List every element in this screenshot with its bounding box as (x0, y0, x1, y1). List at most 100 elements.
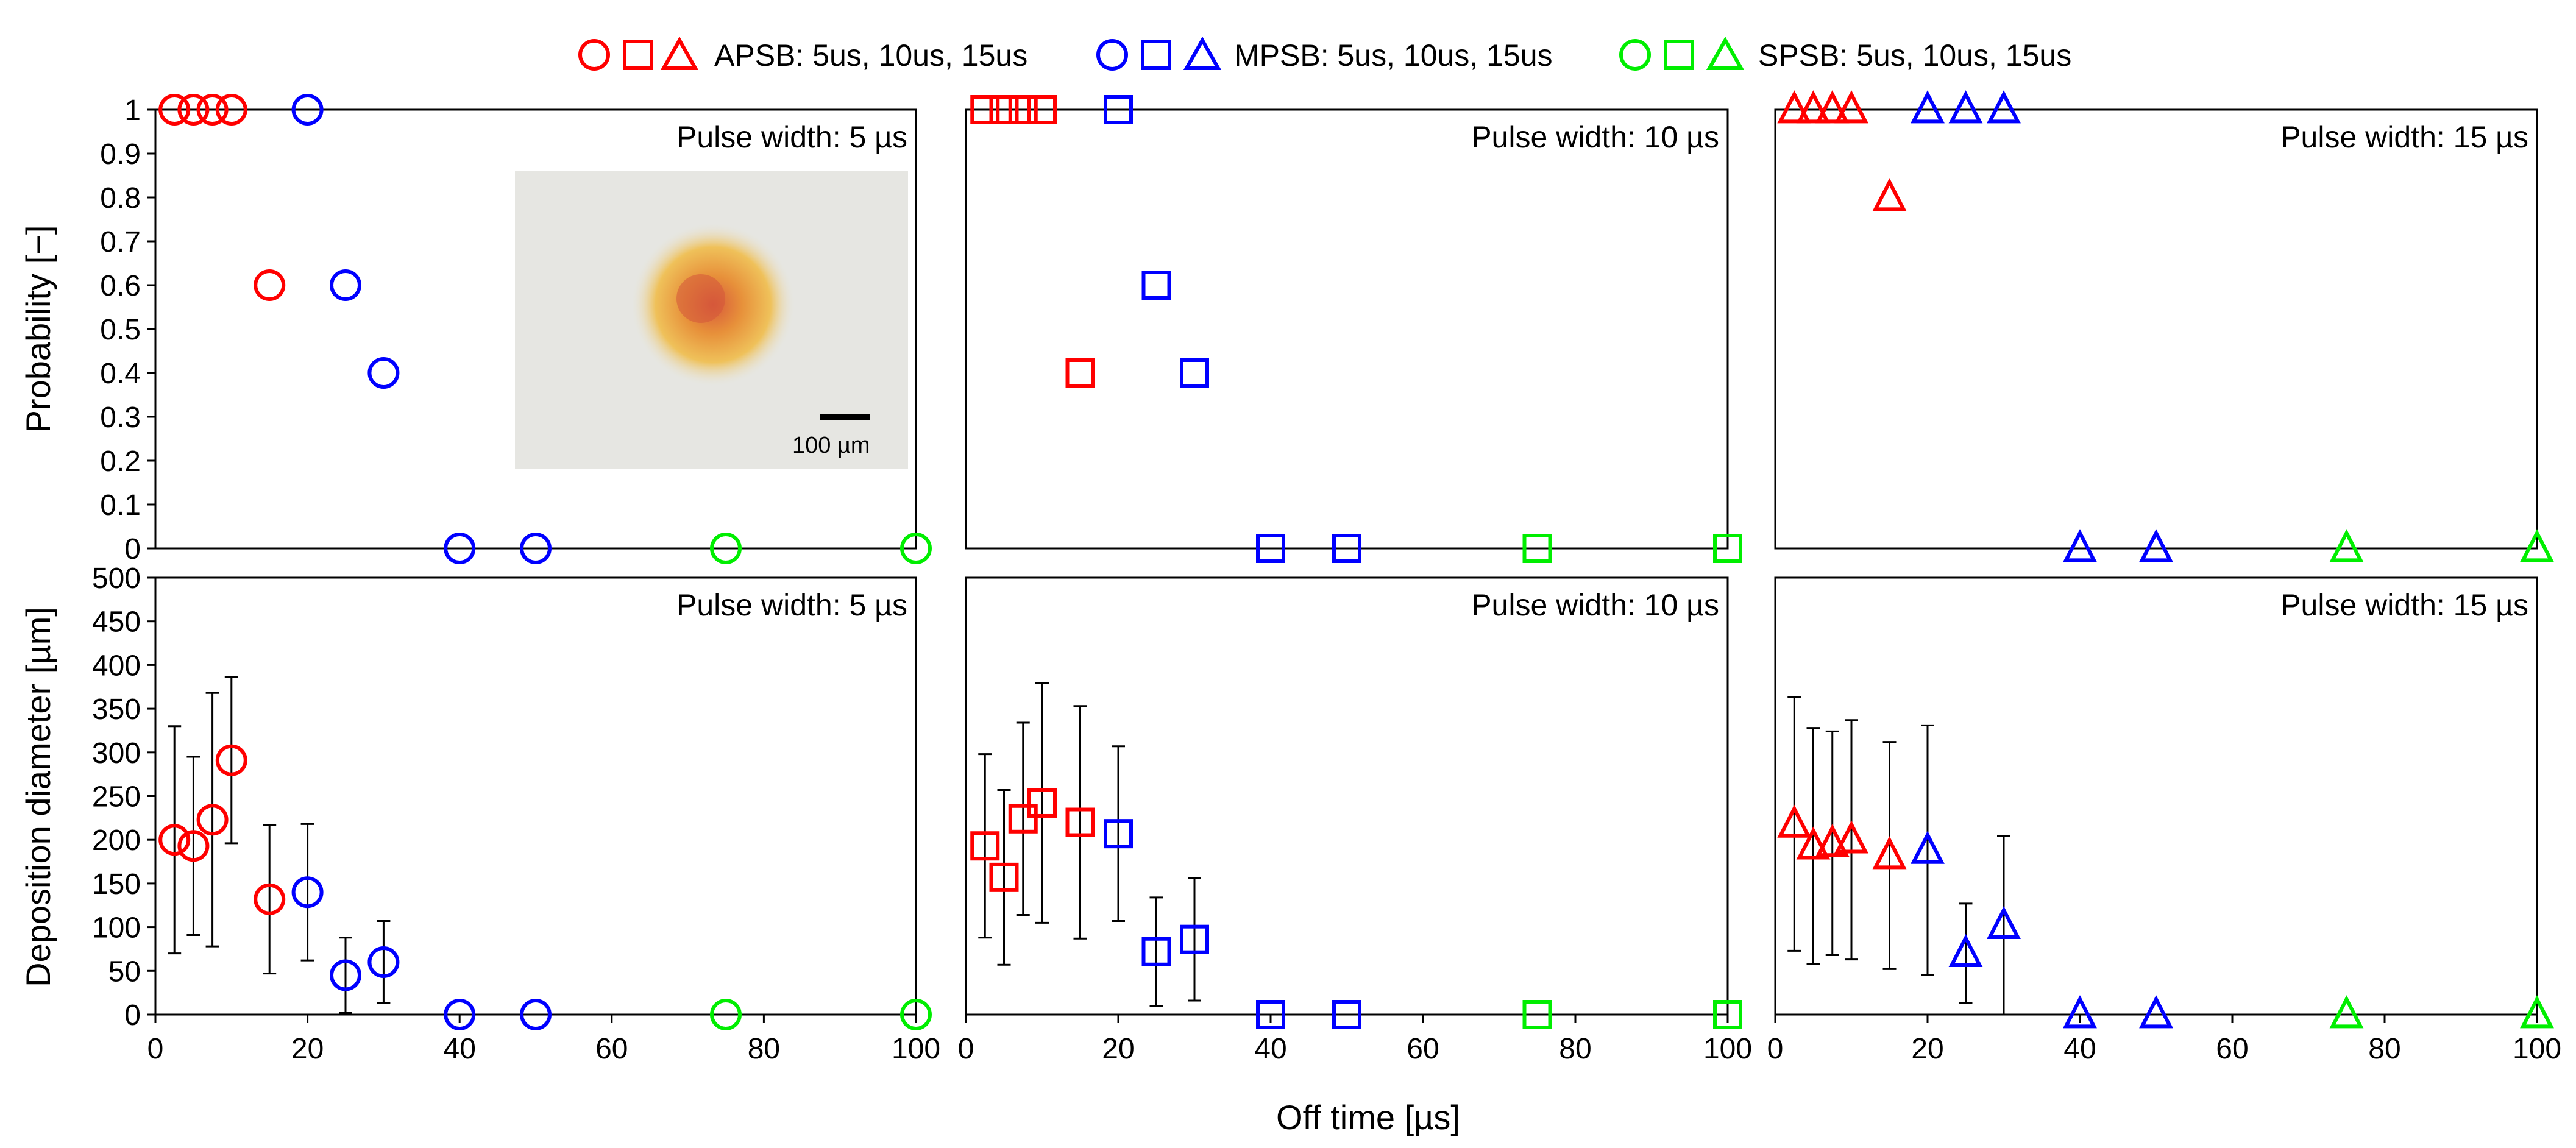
data-point-mpsb (520, 533, 552, 564)
y-tick-label: 250 (92, 781, 141, 813)
panel-probability-15us: Pulse width: 15 µs (1774, 90, 2554, 562)
x-tick-label: 20 (1102, 1033, 1134, 1065)
data-point-apsb (1834, 90, 1868, 124)
data-point-mpsb (367, 357, 400, 389)
data-point-mpsb (1987, 90, 2021, 124)
data-point-spsb (1522, 1000, 1552, 1029)
data-point-apsb (1796, 90, 1831, 124)
data-point-mpsb (1948, 90, 1983, 124)
data-point-mpsb (2063, 995, 2097, 1029)
legend-square-marker-icon (1664, 40, 1694, 70)
y-tick-label: 0.9 (100, 138, 141, 171)
y-tick-label: 0.7 (100, 226, 141, 258)
data-point-mpsb (1256, 1000, 1285, 1029)
data-point-spsb (1713, 1000, 1742, 1029)
y-tick-label: 100 (92, 912, 141, 944)
x-tick-label: 100 (1703, 1033, 1752, 1065)
y-tick-label: 1 (124, 94, 141, 127)
panel-title: Pulse width: 10 µs (1471, 120, 1719, 154)
data-point-apsb (177, 830, 210, 862)
data-point-apsb (158, 94, 191, 126)
data-point-apsb (970, 95, 1000, 124)
data-point-mpsb (1104, 819, 1133, 849)
y-axis-label-diameter: Deposition diameter [µm] (19, 607, 57, 987)
panel-title: Pulse width: 15 µs (2280, 588, 2528, 622)
data-point-mpsb (1911, 831, 1945, 864)
inset-micrograph: 100 µm (515, 171, 908, 469)
legend-label-spsb: SPSB: 5us, 10us, 15us (1758, 38, 2071, 73)
x-tick-label: 0 (958, 1033, 974, 1065)
y-tick-label: 0 (124, 533, 141, 565)
data-point-apsb (1008, 95, 1038, 124)
data-point-apsb (1027, 788, 1057, 818)
data-point-mpsb (330, 269, 361, 301)
data-point-spsb (2329, 529, 2364, 562)
data-point-mpsb (1332, 1000, 1361, 1029)
legend: APSB: 5us, 10us, 15us MPSB: 5us, 10us, 1… (578, 36, 2071, 73)
y-tick-label: 0 (124, 999, 141, 1032)
y-tick-label: 0.4 (100, 358, 141, 390)
y-tick-label: 300 (92, 737, 141, 770)
data-point-mpsb (2063, 529, 2097, 562)
x-tick-label: 100 (892, 1033, 940, 1065)
x-tick-label: 60 (1407, 1033, 1439, 1065)
data-point-apsb (215, 744, 247, 776)
y-tick-label: 450 (92, 606, 141, 639)
panel-title: Pulse width: 5 µs (676, 588, 907, 622)
y-tick-label: 200 (92, 824, 141, 857)
data-point-spsb (1522, 534, 1552, 563)
plot-frame (965, 108, 1729, 550)
data-point-apsb (254, 883, 286, 915)
panel-diameter-15us: 0 20 40 60 80 100 Pulse width: 15 µs (1767, 576, 2561, 1065)
panel-title: Pulse width: 5 µs (676, 120, 907, 154)
panel-title: Pulse width: 10 µs (1471, 588, 1719, 622)
data-point-spsb (2520, 529, 2554, 562)
x-tick-label: 20 (291, 1033, 324, 1065)
legend-square-marker-icon (623, 40, 653, 70)
data-point-mpsb (291, 94, 324, 126)
panel-diameter-5us: 0 50 100 150 200 250 300 350 400 450 500 0 20 40 60 80 1… (92, 562, 940, 1065)
data-point-spsb (710, 533, 742, 564)
data-point-apsb (1008, 804, 1038, 834)
data-point-apsb (1872, 178, 1907, 211)
data-point-spsb (2329, 995, 2364, 1029)
data-point-mpsb (291, 876, 324, 909)
scale-bar-label: 100 µm (792, 433, 870, 458)
data-point-apsb (989, 95, 1019, 124)
panel-diameter-10us: 0 20 40 60 80 100 Pulse width: 10 µs (958, 576, 1752, 1065)
data-point-mpsb (1141, 271, 1171, 300)
deposition-spot-core (676, 274, 725, 323)
data-point-apsb (177, 94, 210, 126)
legend-group-apsb: APSB: 5us, 10us, 15us (578, 36, 1027, 73)
data-point-apsb (215, 94, 247, 126)
y-tick-label: 50 (108, 955, 141, 988)
x-tick-label: 60 (595, 1033, 628, 1065)
y-axis-label-probability: Probability [−] (19, 225, 57, 433)
plot-frame (965, 576, 1729, 1016)
data-point-mpsb (1180, 358, 1209, 388)
data-point-mpsb (367, 946, 400, 978)
x-axis-label: Off time [µs] (1276, 1098, 1460, 1136)
x-tick-label: 40 (1254, 1033, 1286, 1065)
data-point-mpsb (1141, 937, 1171, 966)
data-point-apsb (196, 94, 229, 126)
data-point-mpsb (1256, 534, 1285, 563)
x-tick-label: 0 (1767, 1033, 1784, 1065)
data-point-apsb (196, 804, 229, 836)
y-tick-label: 500 (92, 562, 141, 595)
data-point-mpsb (2139, 529, 2173, 562)
data-point-apsb (1777, 804, 1812, 838)
data-point-spsb (710, 999, 742, 1030)
x-tick-label: 40 (444, 1033, 476, 1065)
data-point-apsb (1777, 90, 1812, 124)
data-point-mpsb (1987, 905, 2021, 940)
x-tick-label: 20 (1911, 1033, 1943, 1065)
panel-title: Pulse width: 15 µs (2280, 120, 2528, 154)
data-point-apsb (989, 862, 1019, 892)
data-point-spsb (1713, 534, 1742, 563)
legend-circle-marker-icon (578, 39, 610, 71)
data-point-spsb (900, 999, 932, 1030)
panel-probability-5us: 0 0.1 0.2 0.3 0.4 0.5 0.6 0.7 0.8 0.9 1 Pulse width… (100, 94, 932, 565)
x-tick-label: 80 (1559, 1033, 1591, 1065)
legend-triangle-marker-icon (660, 36, 699, 70)
